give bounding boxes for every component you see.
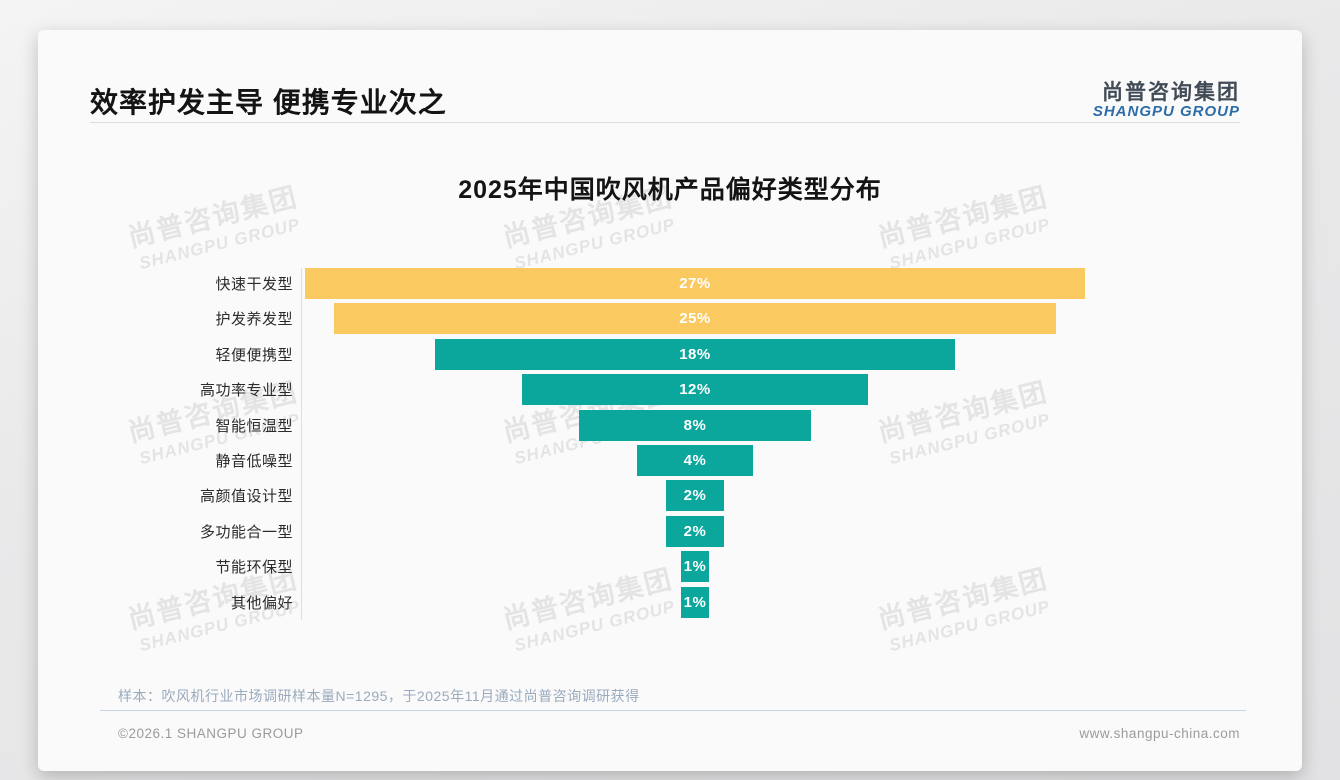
chart-row: 高功率专业型 12% <box>38 374 1302 406</box>
chart-title: 2025年中国吹风机产品偏好类型分布 <box>458 176 882 204</box>
category-label: 轻便便携型 <box>215 346 293 364</box>
header-divider <box>90 122 1240 123</box>
sample-note: 样本：吹风机行业市场调研样本量N=1295，于2025年11月通过尚普咨询调研获… <box>118 688 640 704</box>
category-label: 多功能合一型 <box>199 523 293 541</box>
row-plot-area: 27% <box>301 268 1276 299</box>
bar-segment: 18% <box>434 338 956 370</box>
funnel-bar-chart: 快速干发型 27% 护发养发型 25% 轻便便携型 18% 高功率专业型 12% 智能恒温型 8%… <box>38 268 1302 624</box>
page-title: 效率护发主导 便携专业次之 <box>90 87 447 118</box>
bar-segment: 27% <box>304 268 1086 299</box>
bar-segment: 1% <box>680 586 710 618</box>
bar-value-label: 18% <box>679 345 711 363</box>
bar-value-label: 4% <box>683 452 707 469</box>
row-plot-area: 1% <box>301 586 1276 618</box>
category-label: 快速干发型 <box>215 276 293 293</box>
chart-row: 多功能合一型 2% <box>38 515 1302 547</box>
category-label: 高功率专业型 <box>199 382 293 400</box>
category-label: 智能恒温型 <box>215 417 293 435</box>
chart-row: 高颜值设计型 2% <box>38 480 1302 512</box>
category-label: 静音低噪型 <box>215 453 293 470</box>
row-plot-area: 8% <box>301 409 1276 441</box>
watermark-english-text: SHANGPU GROUP <box>887 214 1053 274</box>
slide-footer: ©2026.1 SHANGPU GROUP www.shangpu-china.… <box>118 720 1240 746</box>
bar-value-label: 12% <box>679 381 711 399</box>
category-label: 其他偏好 <box>230 594 293 612</box>
chart-row: 节能环保型 1% <box>38 551 1302 583</box>
website-url: www.shangpu-china.com <box>1079 725 1240 741</box>
bar-value-label: 1% <box>683 593 707 611</box>
bar-segment: 8% <box>579 409 811 441</box>
chart-row: 快速干发型 27% <box>38 268 1302 299</box>
category-label: 护发养发型 <box>215 311 293 329</box>
chart-row: 轻便便携型 18% <box>38 338 1302 370</box>
watermark-english-text: SHANGPU GROUP <box>512 214 678 274</box>
bar-segment: 25% <box>333 303 1057 335</box>
bar-segment: 2% <box>666 515 724 547</box>
category-label: 节能环保型 <box>215 559 293 577</box>
row-plot-area: 2% <box>301 515 1276 547</box>
slide-card: 尚普咨询集团 SHANGPU GROUP 尚普咨询集团 SHANGPU GROUP 尚普… <box>38 30 1302 771</box>
watermark-english-text: SHANGPU GROUP <box>137 214 303 274</box>
y-axis-line <box>301 268 302 620</box>
bar-value-label: 1% <box>683 558 707 576</box>
footer-divider <box>100 710 1246 711</box>
bar-value-label: 25% <box>679 310 711 328</box>
copyright-text: ©2026.1 SHANGPU GROUP <box>118 725 304 741</box>
bar-value-label: 27% <box>679 275 711 292</box>
chart-row: 护发养发型 25% <box>38 303 1302 335</box>
bar-value-label: 8% <box>683 416 707 434</box>
row-plot-area: 12% <box>301 374 1276 406</box>
row-plot-area: 2% <box>301 480 1276 512</box>
row-plot-area: 25% <box>301 303 1276 335</box>
company-logo: 尚普咨询集团 SHANGPU GROUP <box>1093 81 1240 121</box>
row-plot-area: 1% <box>301 551 1276 583</box>
chart-row: 智能恒温型 8% <box>38 409 1302 441</box>
row-plot-area: 18% <box>301 338 1276 370</box>
logo-chinese-name: 尚普咨询集团 <box>1102 81 1240 105</box>
logo-english-name: SHANGPU GROUP <box>1092 103 1240 121</box>
bar-value-label: 2% <box>683 522 707 540</box>
row-plot-area: 4% <box>301 445 1276 476</box>
bar-segment: 2% <box>666 480 724 512</box>
category-label: 高颜值设计型 <box>199 488 293 506</box>
chart-row: 其他偏好 1% <box>38 586 1302 618</box>
bar-segment: 12% <box>521 374 869 406</box>
bar-segment: 4% <box>637 445 753 476</box>
chart-row: 静音低噪型 4% <box>38 445 1302 476</box>
bar-segment: 1% <box>680 551 710 583</box>
slide-header: 效率护发主导 便携专业次之 尚普咨询集团 SHANGPU GROUP <box>90 70 1240 132</box>
bar-value-label: 2% <box>683 487 707 505</box>
